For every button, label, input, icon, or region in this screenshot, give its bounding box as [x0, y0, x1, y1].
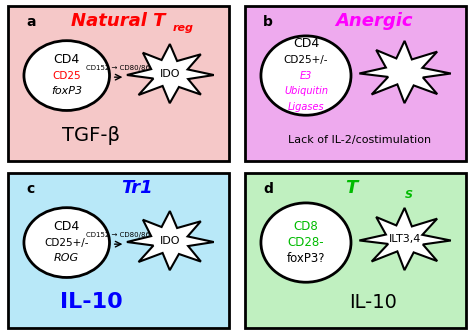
Text: CD4: CD4 — [293, 37, 319, 50]
Text: IL-10: IL-10 — [60, 292, 123, 312]
FancyBboxPatch shape — [8, 173, 229, 328]
Text: TGF-β: TGF-β — [63, 126, 120, 145]
Text: a: a — [26, 15, 36, 29]
Text: CD152 → CD80/86: CD152 → CD80/86 — [86, 65, 151, 71]
Text: IDO: IDO — [160, 69, 181, 79]
Text: foxP3: foxP3 — [51, 87, 82, 97]
Text: T: T — [345, 179, 357, 197]
Text: Tr1: Tr1 — [121, 179, 152, 197]
Polygon shape — [127, 211, 214, 270]
Text: E3: E3 — [300, 70, 312, 80]
Text: IDO: IDO — [160, 236, 181, 246]
Text: foxP3?: foxP3? — [287, 252, 325, 265]
Text: ILT3,4: ILT3,4 — [389, 234, 421, 244]
Text: CD4: CD4 — [54, 220, 80, 233]
FancyBboxPatch shape — [245, 6, 466, 161]
Ellipse shape — [261, 203, 351, 282]
Text: Lack of IL-2/costimulation: Lack of IL-2/costimulation — [289, 135, 431, 145]
Ellipse shape — [24, 41, 109, 111]
Text: S: S — [405, 190, 413, 200]
Ellipse shape — [24, 208, 109, 278]
Polygon shape — [359, 41, 451, 103]
FancyBboxPatch shape — [8, 6, 229, 161]
Text: CD8: CD8 — [293, 220, 319, 233]
Text: IL-10: IL-10 — [349, 293, 398, 312]
Text: d: d — [263, 182, 273, 196]
Text: Ubiquitin: Ubiquitin — [284, 87, 328, 97]
FancyBboxPatch shape — [245, 173, 466, 328]
Text: c: c — [26, 182, 35, 196]
Text: CD25+/-: CD25+/- — [284, 55, 328, 65]
Polygon shape — [359, 208, 451, 270]
Text: Natural T: Natural T — [71, 12, 166, 30]
Ellipse shape — [261, 36, 351, 115]
Text: reg: reg — [173, 23, 193, 33]
Text: Anergic: Anergic — [335, 12, 412, 30]
Text: CD152 → CD80/86: CD152 → CD80/86 — [86, 232, 151, 238]
Text: Ligases: Ligases — [288, 102, 324, 112]
Text: CD28-: CD28- — [288, 236, 324, 249]
Text: b: b — [263, 15, 273, 29]
Text: CD25: CD25 — [53, 70, 81, 80]
Text: CD25+/-: CD25+/- — [45, 237, 89, 247]
Text: ROG: ROG — [54, 254, 79, 264]
Polygon shape — [127, 44, 214, 103]
Text: CD4: CD4 — [54, 53, 80, 66]
